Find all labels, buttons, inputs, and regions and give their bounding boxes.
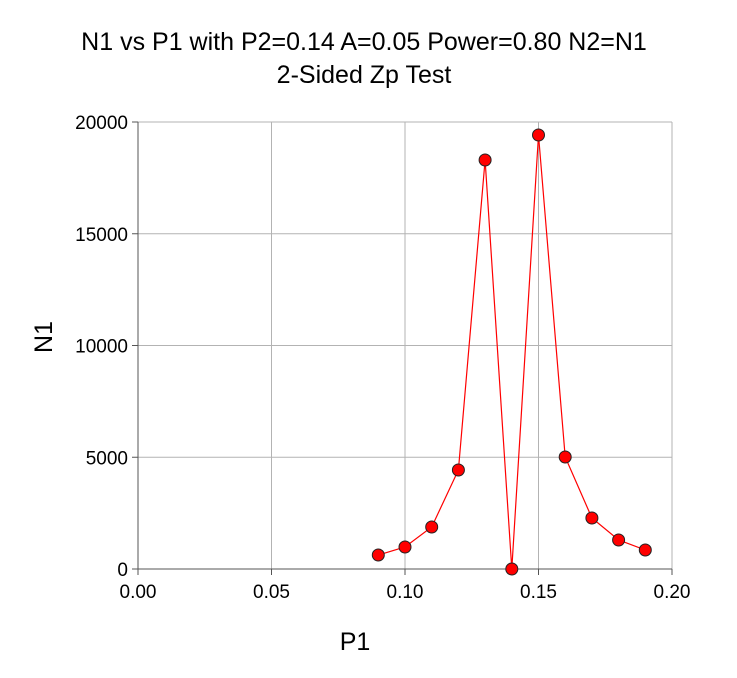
data-point (638, 543, 652, 557)
y-tick-label: 0 (117, 560, 128, 581)
data-point (532, 128, 545, 142)
x-tick-label: 0.20 (654, 582, 691, 603)
data-point (451, 463, 465, 477)
x-tick-label: 0.05 (253, 582, 290, 603)
y-tick-label: 5000 (86, 448, 128, 469)
x-tick-label: 0.15 (520, 582, 557, 603)
grid (137, 121, 673, 570)
x-axis-label: P1 (340, 628, 371, 656)
y-tick-label: 10000 (75, 337, 128, 358)
series (371, 128, 652, 576)
data-point (505, 562, 519, 576)
x-tick-label: 0.00 (120, 582, 157, 603)
y-tick-label: 20000 (75, 113, 128, 134)
series-line (378, 134, 646, 570)
data-point (371, 548, 385, 562)
x-tick-label: 0.10 (387, 582, 424, 603)
data-point (585, 511, 599, 525)
data-point (398, 540, 412, 554)
data-point (478, 153, 492, 167)
chart-title: N1 vs P1 with P2=0.14 A=0.05 Power=0.80 … (81, 28, 647, 56)
chart-subtitle: 2-Sided Zp Test (277, 61, 452, 89)
y-axis-label: N1 (30, 321, 58, 353)
axes (132, 121, 673, 575)
tick-labels: 0.00 0.05 0.10 0.15 0.20 0 5000 10000 15000 20000 (75, 113, 690, 603)
data-point (425, 520, 439, 534)
data-point (612, 533, 626, 547)
data-point (558, 450, 572, 464)
y-tick-label: 15000 (75, 225, 128, 246)
